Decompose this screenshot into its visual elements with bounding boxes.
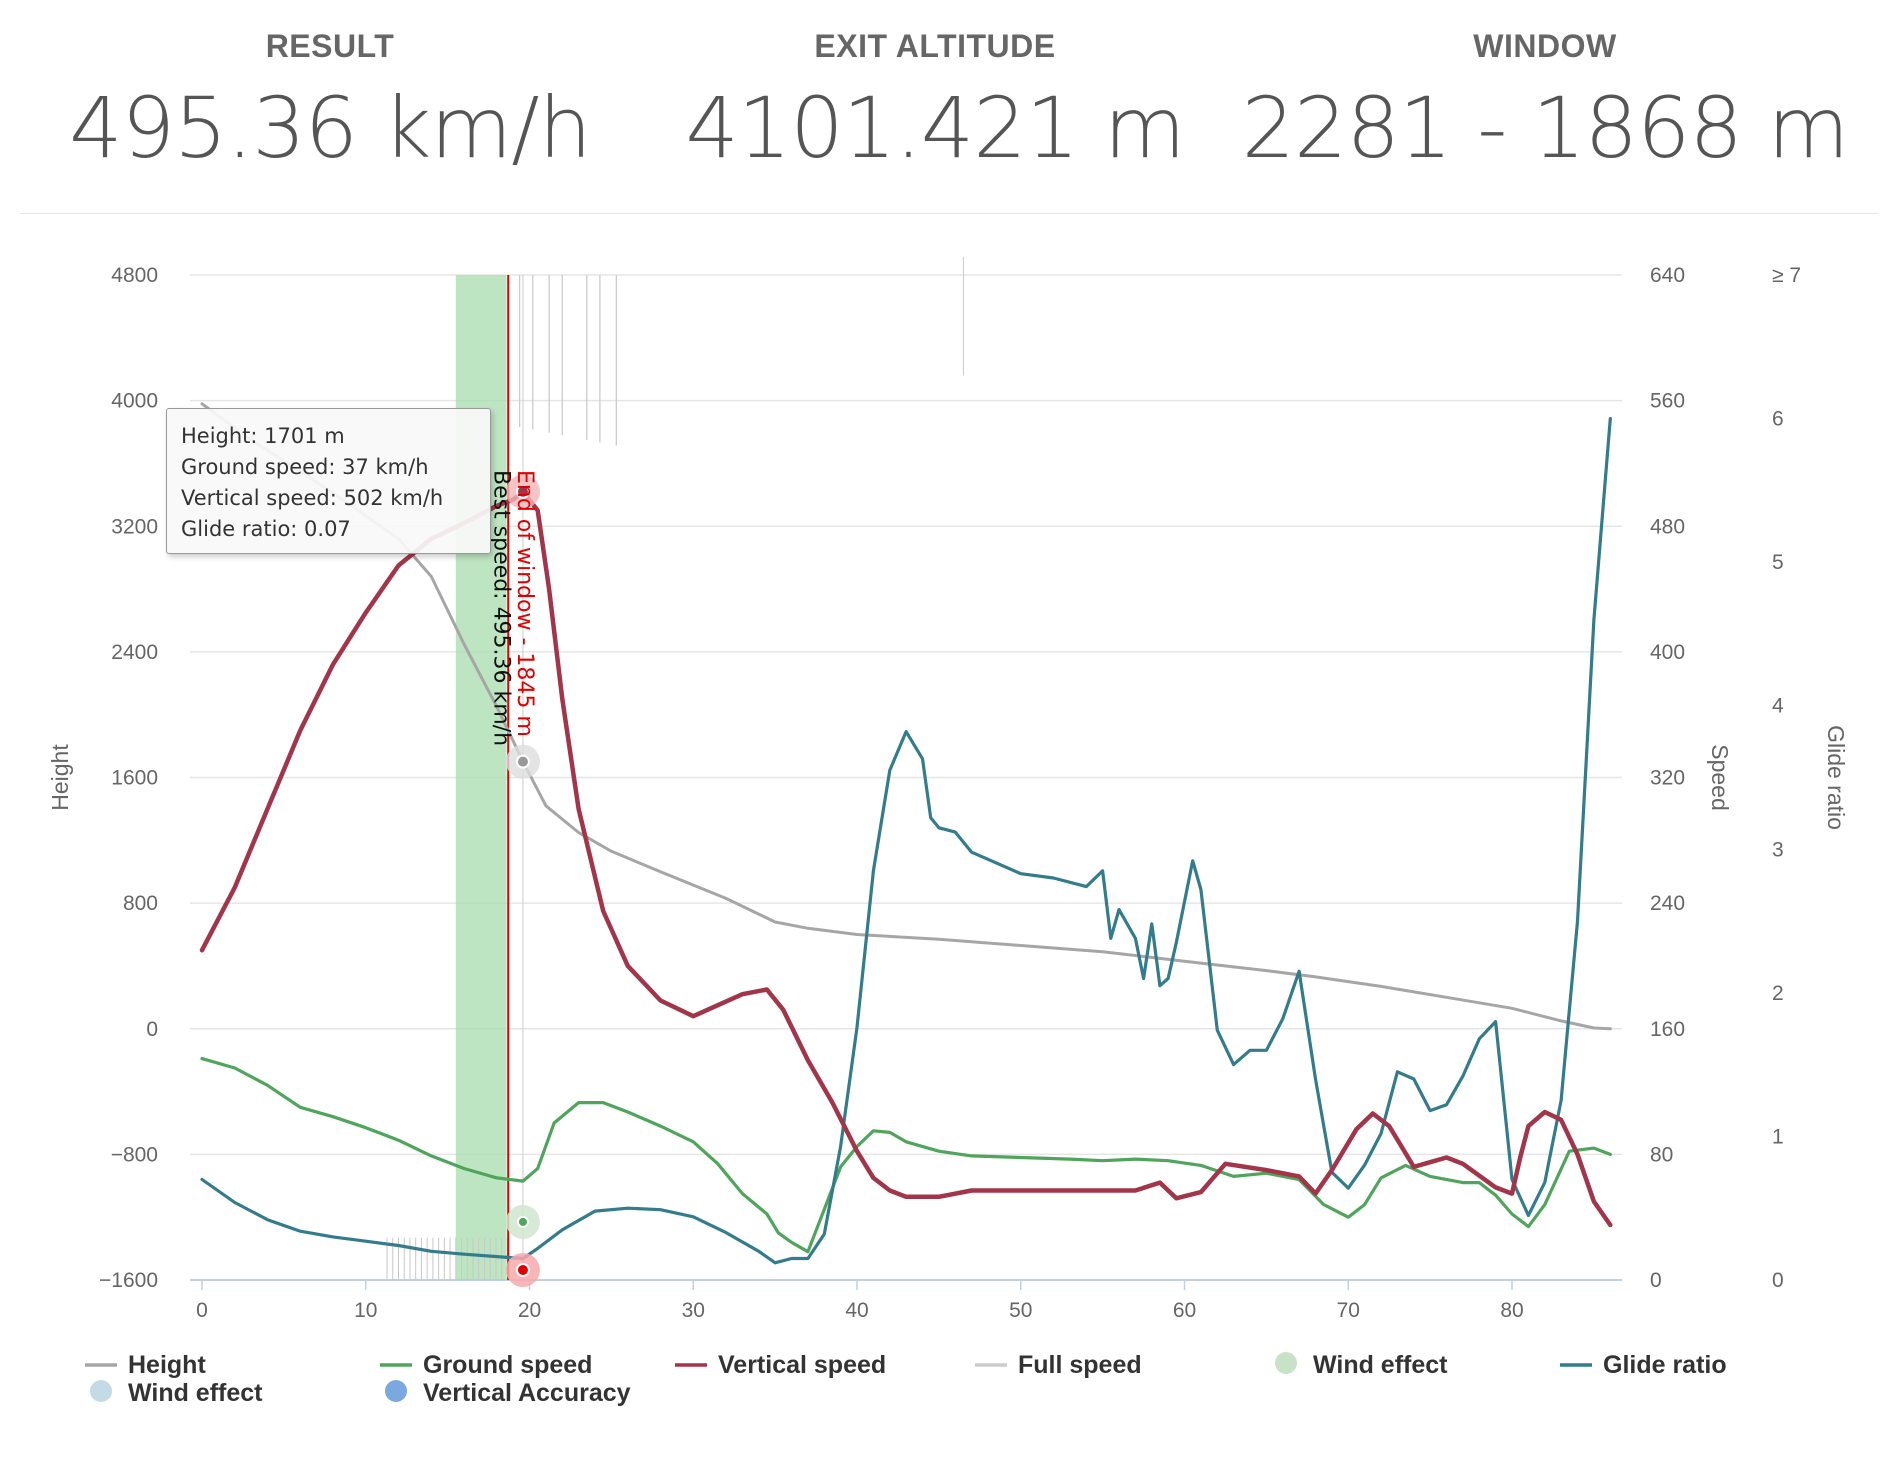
legend-swatch [90, 1380, 112, 1402]
legend-label: Vertical speed [718, 1351, 886, 1379]
legend-item[interactable]: Height [85, 1351, 206, 1379]
result-value: 495.36 km/h [69, 79, 592, 177]
window-stat: WINDOW 2281 - 1868 m [1235, 0, 1855, 177]
glide-ratio-marker [515, 1263, 530, 1277]
speed-tick-label: 240 [1650, 892, 1685, 915]
speed-tick-label: 640 [1650, 264, 1685, 287]
height-tick-label: 3200 [111, 515, 158, 538]
tooltip-glide-ratio: Glide ratio: 0.07 [181, 517, 351, 541]
result-label: RESULT [265, 28, 395, 64]
legend-item[interactable]: Full speed [975, 1351, 1142, 1379]
legend-label: Glide ratio [1603, 1351, 1727, 1379]
speed-tick-label: 0 [1650, 1269, 1662, 1292]
window-label: WINDOW [1473, 28, 1617, 64]
hover-tooltip: Height: 1701 m Ground speed: 37 km/h Ver… [166, 408, 491, 554]
glide-tick-label: 4 [1772, 695, 1784, 718]
best-speed-label: Best speed: 495.36 km/h [489, 470, 514, 746]
x-tick-label: 70 [1337, 1299, 1360, 1322]
height-tick-label: −800 [111, 1143, 158, 1166]
speed-tick-label: 80 [1650, 1143, 1673, 1166]
glide-tick-label: ≥ 7 [1772, 264, 1801, 287]
glide-tick-label: 5 [1772, 551, 1784, 574]
legend-item[interactable]: Vertical Accuracy [385, 1379, 631, 1407]
series-line-glide-ratio [200, 417, 1612, 1265]
height-tick-label: 800 [123, 892, 158, 915]
legend-item[interactable]: Wind effect [90, 1379, 263, 1407]
speed-tick-label: 320 [1650, 767, 1685, 790]
height-tick-label: 1600 [111, 767, 158, 790]
speed-axis-title: Speed [1707, 744, 1733, 811]
window-value: 2281 - 1868 m [1241, 79, 1850, 177]
legend-item[interactable]: Wind effect [1275, 1351, 1448, 1379]
end-of-window-label: End of window - 1845 m [512, 470, 537, 737]
legend-label: Full speed [1018, 1351, 1142, 1379]
x-tick-label: 0 [196, 1299, 208, 1322]
series-line-vertical-speed [199, 489, 1613, 1228]
glide-tick-label: 6 [1772, 408, 1784, 431]
x-tick-label: 10 [354, 1299, 377, 1322]
legend-item[interactable]: Glide ratio [1560, 1351, 1727, 1379]
glide-axis-title: Glide ratio [1823, 725, 1849, 830]
speed-tick-label: 160 [1650, 1018, 1685, 1041]
height-tick-label: 0 [146, 1018, 158, 1041]
tooltip-ground-speed: Ground speed: 37 km/h [181, 455, 429, 479]
legend-label: Height [128, 1351, 206, 1379]
exit-altitude-stat: EXIT ALTITUDE 4101.421 m [625, 0, 1245, 177]
result-stat: RESULT 495.36 km/h [20, 0, 640, 177]
exit-altitude-label: EXIT ALTITUDE [814, 28, 1056, 64]
legend-swatch [385, 1380, 407, 1402]
speed-tick-label: 480 [1650, 515, 1685, 538]
exit-altitude-value: 4101.421 m [685, 79, 1185, 177]
header-divider [20, 213, 1878, 214]
series-line-ground-speed [200, 1057, 1612, 1254]
x-tick-label: 20 [518, 1299, 541, 1322]
legend-swatch [1275, 1352, 1297, 1374]
ground-speed-marker [516, 1215, 529, 1228]
tooltip-vertical-speed: Vertical speed: 502 km/h [181, 486, 444, 510]
height-tick-label: 4800 [111, 264, 158, 287]
x-tick-label: 40 [845, 1299, 868, 1322]
height-marker [515, 754, 530, 769]
glide-tick-label: 1 [1772, 1125, 1784, 1148]
height-tick-label: 2400 [111, 641, 158, 664]
vertical-speed-marker [515, 484, 530, 499]
height-tick-label: 4000 [111, 390, 158, 413]
glide-tick-label: 2 [1772, 982, 1784, 1005]
glide-tick-label: 3 [1772, 838, 1784, 861]
legend-label: Ground speed [423, 1351, 592, 1379]
speed-tick-label: 400 [1650, 641, 1685, 664]
legend-item[interactable]: Ground speed [380, 1351, 592, 1379]
legend-label: Wind effect [128, 1379, 263, 1407]
x-tick-label: 60 [1173, 1299, 1196, 1322]
series-line-height [200, 402, 1612, 1031]
x-tick-label: 30 [682, 1299, 705, 1322]
x-tick-label: 80 [1500, 1299, 1523, 1322]
height-axis-title: Height [47, 744, 73, 811]
legend-label: Wind effect [1313, 1351, 1448, 1379]
x-tick-label: 50 [1009, 1299, 1032, 1322]
height-tick-label: −1600 [99, 1269, 158, 1292]
stats-header: RESULT 495.36 km/h EXIT ALTITUDE 4101.42… [0, 0, 1898, 215]
glide-tick-label: 0 [1772, 1269, 1784, 1292]
legend-item[interactable]: Vertical speed [675, 1351, 886, 1379]
legend-label: Vertical Accuracy [423, 1379, 631, 1407]
speed-tick-label: 560 [1650, 390, 1685, 413]
tooltip-height: Height: 1701 m [181, 424, 345, 448]
